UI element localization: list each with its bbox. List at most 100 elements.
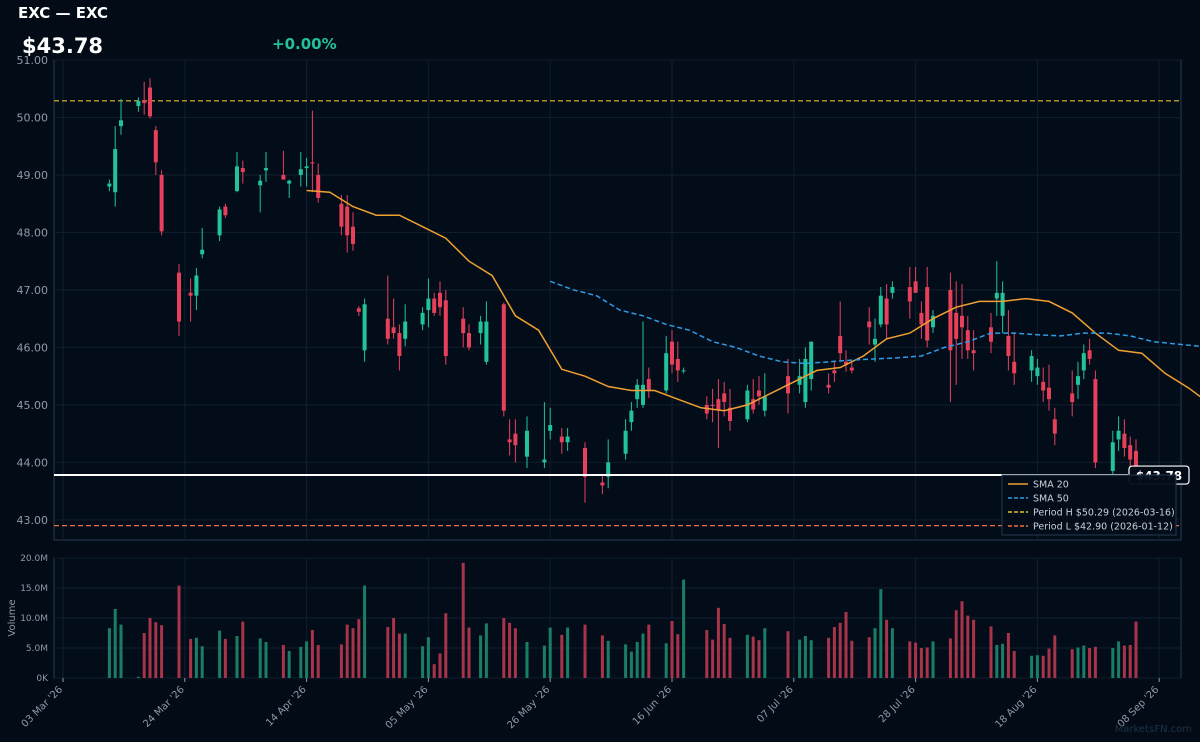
volume-bar <box>635 642 639 678</box>
volume-bar <box>606 640 610 678</box>
candle-body <box>559 436 564 443</box>
volume-bar <box>136 676 140 678</box>
volume-bar <box>1001 643 1005 678</box>
candle-body <box>548 425 553 431</box>
candle-body <box>1006 335 1011 357</box>
candle-body <box>542 459 547 463</box>
sma50-line <box>549 280 1200 365</box>
volume-bar <box>966 615 970 678</box>
candle-body <box>757 390 761 397</box>
candle-body <box>971 350 976 354</box>
volume-bar <box>310 630 314 678</box>
candle-body <box>832 370 837 374</box>
volume-bar <box>1088 648 1092 678</box>
volume-bar <box>484 623 488 678</box>
volume-bar <box>218 630 222 678</box>
volume-bar <box>600 635 604 678</box>
volume-bar <box>641 633 645 678</box>
candle-body <box>849 367 854 371</box>
candle-body <box>478 321 483 334</box>
volume-bar <box>542 645 546 678</box>
volume-bar <box>914 642 918 678</box>
volume-tick-label: 10.0M <box>20 614 48 624</box>
legend-box <box>1001 474 1177 536</box>
volume-bar <box>142 633 146 678</box>
y-tick-label: 45.00 <box>17 399 49 412</box>
volume-bar <box>908 641 912 678</box>
candle-body <box>1047 387 1051 400</box>
y-tick-label: 44.00 <box>17 456 49 469</box>
volume-bar <box>954 610 958 678</box>
candle-body <box>1093 379 1098 463</box>
volume-bar <box>919 648 923 678</box>
y-tick-label: 43.00 <box>17 514 49 527</box>
volume-bar <box>798 639 802 678</box>
volume-bar <box>838 622 842 678</box>
volume-bar <box>1006 633 1010 678</box>
candle-body <box>994 292 999 299</box>
volume-bar <box>241 621 245 678</box>
candle-body <box>397 333 402 357</box>
volume-bar <box>728 637 732 678</box>
candle-body <box>826 384 831 388</box>
volume-bar <box>803 636 807 678</box>
volume-bar <box>177 585 181 678</box>
candle-body <box>1134 450 1138 476</box>
volume-bar <box>160 625 164 678</box>
candle-body <box>722 393 727 403</box>
volume-bar <box>1111 648 1115 678</box>
candle-body <box>200 249 205 255</box>
volume-bar <box>299 646 303 678</box>
candle-body <box>1076 376 1080 385</box>
candle-body <box>681 370 686 372</box>
candle-body <box>1081 353 1086 371</box>
volume-bar <box>624 644 628 678</box>
candle-body <box>287 180 292 184</box>
volume-bar <box>566 627 570 678</box>
candle-body <box>159 174 164 232</box>
volume-bar <box>711 639 715 678</box>
y-tick-label: 51.00 <box>17 54 49 67</box>
candle-body <box>948 289 953 351</box>
volume-bar <box>345 624 349 678</box>
volume-bar <box>426 637 430 678</box>
y-tick-label: 46.00 <box>17 341 49 354</box>
candle-body <box>925 287 930 341</box>
volume-bar <box>479 635 483 678</box>
candle-body <box>177 272 181 322</box>
legend-label: SMA 20 <box>1033 480 1069 491</box>
x-tick-label: 26 May '26 <box>505 684 552 731</box>
volume-tick-label: 20.0M <box>20 554 48 564</box>
candle-body <box>954 312 959 339</box>
candle-body <box>635 384 640 400</box>
volume-bar <box>844 612 848 678</box>
candle-body <box>838 335 843 354</box>
volume-bar <box>676 634 680 678</box>
candle-body <box>1000 292 1005 316</box>
volume-bar <box>154 622 158 678</box>
candle-body <box>1012 361 1017 374</box>
volume-bar <box>885 619 889 678</box>
volume-bar <box>223 639 227 678</box>
candle-body <box>316 174 321 198</box>
x-tick-label: 18 Aug '26 <box>993 684 1039 730</box>
candle-body <box>913 281 918 293</box>
candle-body <box>385 318 390 339</box>
watermark: MarketsFN.com <box>1114 724 1192 735</box>
volume-bar <box>235 636 239 678</box>
volume-bar <box>879 589 883 678</box>
volume-bar <box>560 634 564 678</box>
volume-bar <box>438 653 442 678</box>
current-price: $43.78 <box>22 34 104 58</box>
volume-bar <box>960 601 964 678</box>
y-tick-label: 49.00 <box>17 169 49 182</box>
legend-label: SMA 50 <box>1033 494 1069 505</box>
volume-bar <box>1128 645 1132 678</box>
candle-body <box>153 130 158 163</box>
x-tick-label: 07 Jul '26 <box>755 684 796 725</box>
volume-axis-label: Volume <box>7 599 18 636</box>
candle-body <box>873 338 877 345</box>
volume-bar <box>467 627 471 678</box>
